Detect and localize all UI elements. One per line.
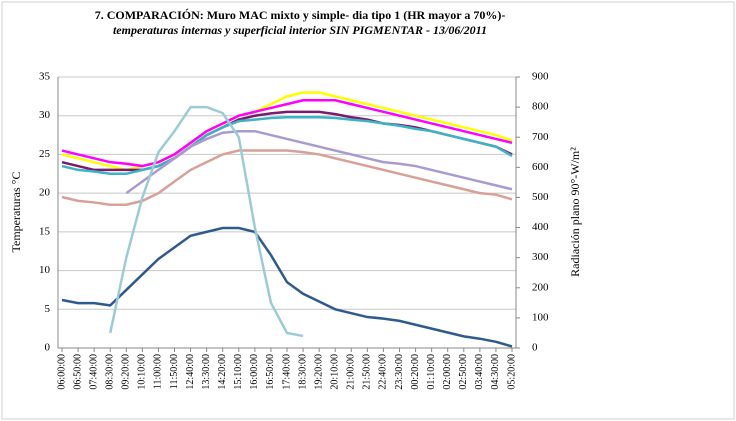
series-line xyxy=(61,110,513,172)
series-line xyxy=(61,116,513,176)
x-tick-label: 16:50:00 xyxy=(265,354,276,390)
x-tick-label: 11:00:00 xyxy=(153,354,164,389)
x-tick-label: 20:10:00 xyxy=(330,354,341,390)
y-tick-label: 10 xyxy=(39,264,51,276)
x-tick-label: 11:50:00 xyxy=(169,354,180,389)
x-tick-label: 17:40:00 xyxy=(281,354,292,390)
y2-tick-label: 600 xyxy=(532,161,549,173)
series-line xyxy=(125,129,513,195)
series-line xyxy=(61,149,513,207)
series-line xyxy=(108,105,304,338)
x-tick-label: 13:30:00 xyxy=(201,354,212,390)
y2-tick-label: 800 xyxy=(532,101,549,113)
x-tick-label: 16:00:00 xyxy=(249,354,260,390)
y-tick-label: 35 xyxy=(39,71,51,83)
series-line xyxy=(61,226,513,348)
y-tick-label: 30 xyxy=(39,109,51,121)
y2-tick-label: 100 xyxy=(532,311,549,323)
x-tick-label: 00:20:00 xyxy=(410,354,421,390)
y2-tick-label: 300 xyxy=(532,251,549,263)
y-axis-label: Temperaturas °C xyxy=(9,172,23,253)
x-tick-label: 06:50:00 xyxy=(72,354,83,390)
x-tick-label: 22:40:00 xyxy=(378,354,389,390)
x-tick-label: 21:00:00 xyxy=(346,354,357,390)
x-tick-label: 05:20:00 xyxy=(506,354,517,390)
x-tick-label: 02:50:00 xyxy=(458,354,469,390)
y2-tick-label: 500 xyxy=(532,191,549,203)
x-tick-label: 08:30:00 xyxy=(105,354,116,390)
x-tick-label: 12:40:00 xyxy=(185,354,196,390)
x-tick-label: 15:10:00 xyxy=(233,354,244,390)
y-tick-label: 0 xyxy=(45,342,51,354)
x-tick-label: 09:20:00 xyxy=(121,354,132,390)
x-tick-label: 18:30:00 xyxy=(297,354,308,390)
x-tick-label: 14:20:00 xyxy=(217,354,228,390)
x-tick-label: 10:10:00 xyxy=(137,354,148,390)
x-tick-label: 23:30:00 xyxy=(394,354,405,390)
x-tick-label: 03:40:00 xyxy=(474,354,485,390)
x-tick-label: 19:20:00 xyxy=(313,354,324,390)
y2-tick-label: 400 xyxy=(532,221,549,233)
y-tick-label: 15 xyxy=(39,225,51,237)
y-tick-label: 25 xyxy=(39,148,51,160)
y-tick-label: 5 xyxy=(45,303,51,315)
series-line xyxy=(61,98,513,168)
x-tick-label: 02:00:00 xyxy=(442,354,453,390)
x-tick-label: 06:00:00 xyxy=(56,354,67,390)
y2-tick-label: 0 xyxy=(532,342,538,354)
y2-tick-label: 900 xyxy=(532,71,549,83)
series-line xyxy=(61,91,513,172)
x-tick-label: 01:10:00 xyxy=(426,354,437,390)
y2-tick-label: 700 xyxy=(532,131,549,143)
chart-subtitle: temperaturas internas y superficial inte… xyxy=(113,23,487,37)
y2-axis-label: Radiación plano 90°-W/m² xyxy=(568,147,582,277)
x-tick-label: 21:50:00 xyxy=(362,354,373,390)
y2-tick-label: 200 xyxy=(532,281,549,293)
y-tick-label: 20 xyxy=(39,187,51,199)
chart-title: 7. COMPARACIÓN: Muro MAC mixto y simple-… xyxy=(95,8,506,22)
x-tick-label: 04:30:00 xyxy=(490,354,501,390)
x-tick-label: 07:40:00 xyxy=(88,354,99,390)
